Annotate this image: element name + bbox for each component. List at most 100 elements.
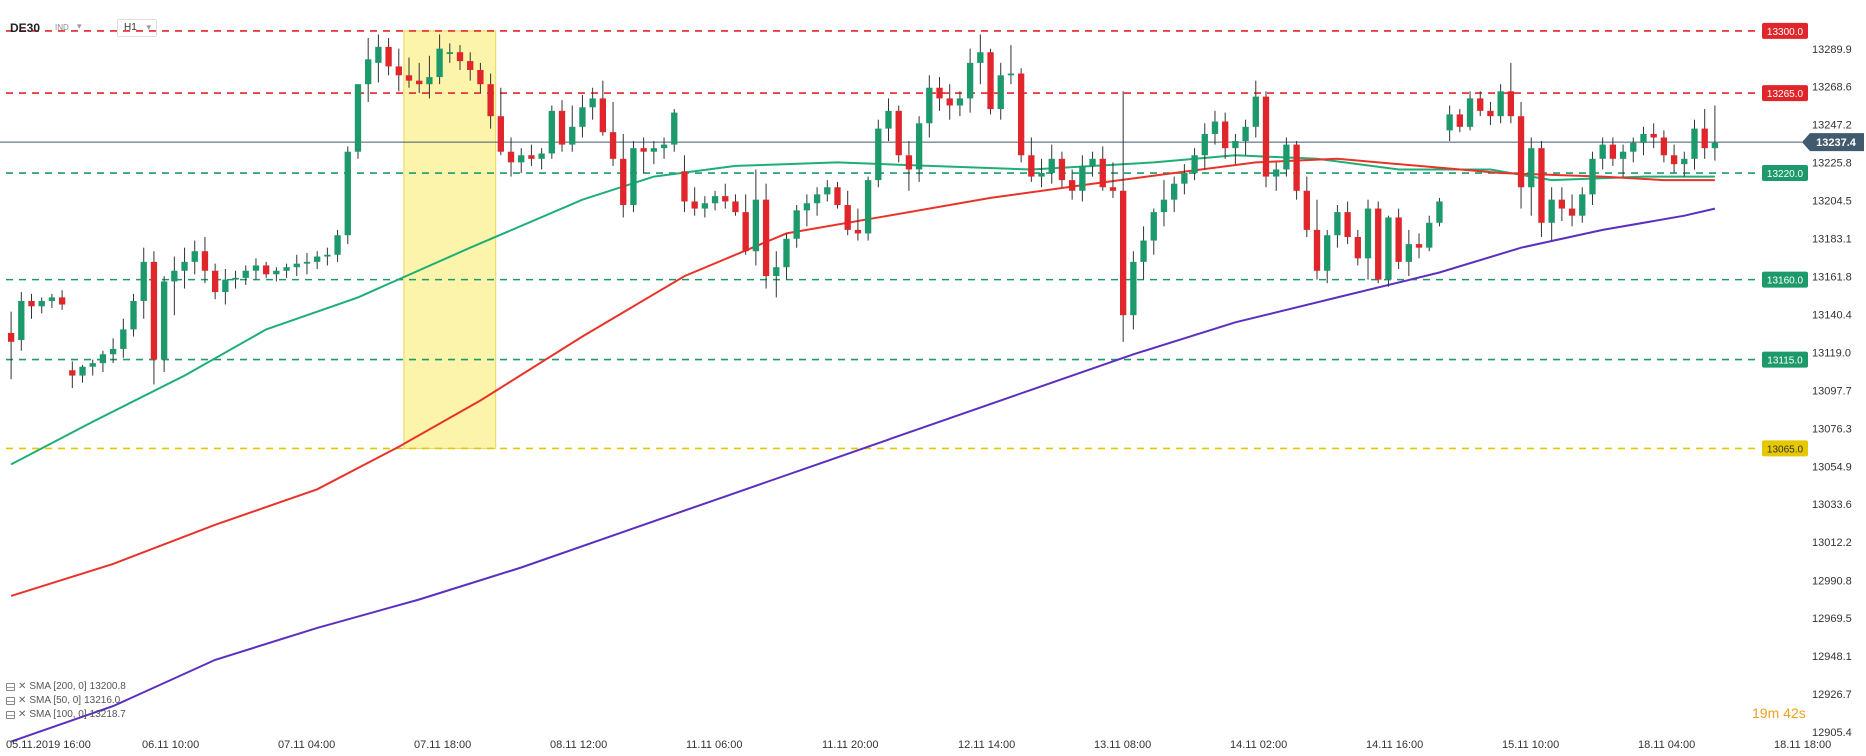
candle <box>1171 176 1178 213</box>
candle <box>140 247 147 319</box>
indicator-settings-icon[interactable] <box>6 697 15 705</box>
candle-body <box>681 171 688 202</box>
candle <box>7 311 15 380</box>
candle-body <box>365 59 372 85</box>
level-label: 13065.0 <box>1762 440 1808 457</box>
candle <box>1354 229 1361 266</box>
candle <box>722 183 729 209</box>
candle-body <box>671 112 678 145</box>
candle-body <box>456 52 464 62</box>
candle <box>1303 176 1310 237</box>
candle <box>558 100 566 152</box>
candles-layer <box>7 34 1719 389</box>
candle-body <box>1222 121 1229 149</box>
candle-body <box>997 75 1004 110</box>
candle-body <box>446 52 453 54</box>
candle-body <box>1232 141 1239 149</box>
candle-body <box>793 210 800 239</box>
candle <box>1538 141 1545 237</box>
remove-indicator-icon[interactable]: ✕ <box>18 709 27 720</box>
candle <box>732 194 739 216</box>
candle-body <box>834 187 841 206</box>
timeframe-value: H1 <box>124 22 137 33</box>
level-label-box <box>1762 165 1808 182</box>
price-tick-label: 13076.3 <box>1812 423 1852 435</box>
candle-body <box>1109 187 1117 191</box>
candle <box>1262 91 1270 188</box>
candle-body <box>477 69 484 85</box>
candle-body <box>140 261 147 301</box>
remove-indicator-icon[interactable]: ✕ <box>18 681 27 692</box>
candle <box>242 265 249 285</box>
candle <box>609 101 617 166</box>
symbol-dropdown-icon[interactable]: ▾ <box>77 21 82 31</box>
candle-body <box>171 270 178 282</box>
time-tick-label: 11.11 06:00 <box>686 739 742 751</box>
candle <box>1334 205 1341 248</box>
candle <box>1119 91 1127 342</box>
remove-indicator-icon[interactable]: ✕ <box>18 695 27 706</box>
candle <box>395 48 402 92</box>
candle-body <box>640 148 647 152</box>
candle <box>405 57 413 88</box>
candle <box>1405 229 1412 277</box>
candle-body <box>89 363 96 367</box>
timeframe-select[interactable]: H1 ▾ <box>117 19 157 37</box>
candle <box>28 293 35 319</box>
price-tick-label: 13204.5 <box>1812 196 1852 208</box>
candle-body <box>487 84 494 117</box>
candle <box>1568 194 1576 227</box>
candle-body <box>1630 142 1637 152</box>
indicator-legend: ✕ SMA [200, 0] 13200.8 ✕ SMA [50, 0] 132… <box>6 680 126 722</box>
candle <box>1395 208 1402 269</box>
candle <box>1385 215 1392 287</box>
candle-body <box>293 263 300 268</box>
candle <box>518 148 525 174</box>
candle-body <box>436 48 443 78</box>
candle <box>1017 68 1025 163</box>
candle <box>711 190 719 211</box>
indicator-settings-icon[interactable] <box>6 711 15 719</box>
candle-body <box>252 265 260 271</box>
candle <box>69 361 76 389</box>
candle <box>120 318 127 358</box>
candle-body <box>1507 91 1515 117</box>
time-tick-label: 14.11 16:00 <box>1366 739 1423 751</box>
candle-body <box>742 212 749 252</box>
candle-body <box>344 151 351 236</box>
candle-body <box>691 201 698 209</box>
candle-body <box>405 75 413 81</box>
candle-body <box>1395 217 1402 262</box>
candle <box>1517 101 1525 209</box>
sma-lines-layer <box>10 154 1716 743</box>
candle <box>273 267 280 282</box>
candle <box>936 77 943 111</box>
candle <box>1140 226 1147 280</box>
current-price-tag-box <box>1802 133 1864 152</box>
candle-body <box>1119 190 1127 316</box>
candle <box>773 251 780 298</box>
candle-body <box>1619 151 1627 159</box>
time-tick-label: 05.11.2019 16:00 <box>6 739 91 751</box>
price-tick-label: 13247.2 <box>1812 120 1852 132</box>
candle <box>1313 199 1321 280</box>
candle <box>1507 62 1515 124</box>
candle-body <box>528 155 535 159</box>
candle-body <box>1640 133 1647 143</box>
indicator-settings-icon[interactable] <box>6 683 15 691</box>
indicator-label: SMA [50, 0] <box>29 695 82 706</box>
candle-body <box>844 205 851 230</box>
candle <box>1426 215 1433 252</box>
candle-body <box>69 370 76 376</box>
candle-body <box>334 235 341 255</box>
symbol-label[interactable]: DE30 <box>10 21 41 35</box>
candle <box>650 141 658 165</box>
candle <box>385 37 392 76</box>
candle <box>1201 123 1208 170</box>
candle <box>762 183 770 289</box>
candle <box>977 34 984 85</box>
candle-body <box>497 116 504 152</box>
time-tick-label: 07.11 04:00 <box>278 739 335 751</box>
candle <box>803 194 811 227</box>
